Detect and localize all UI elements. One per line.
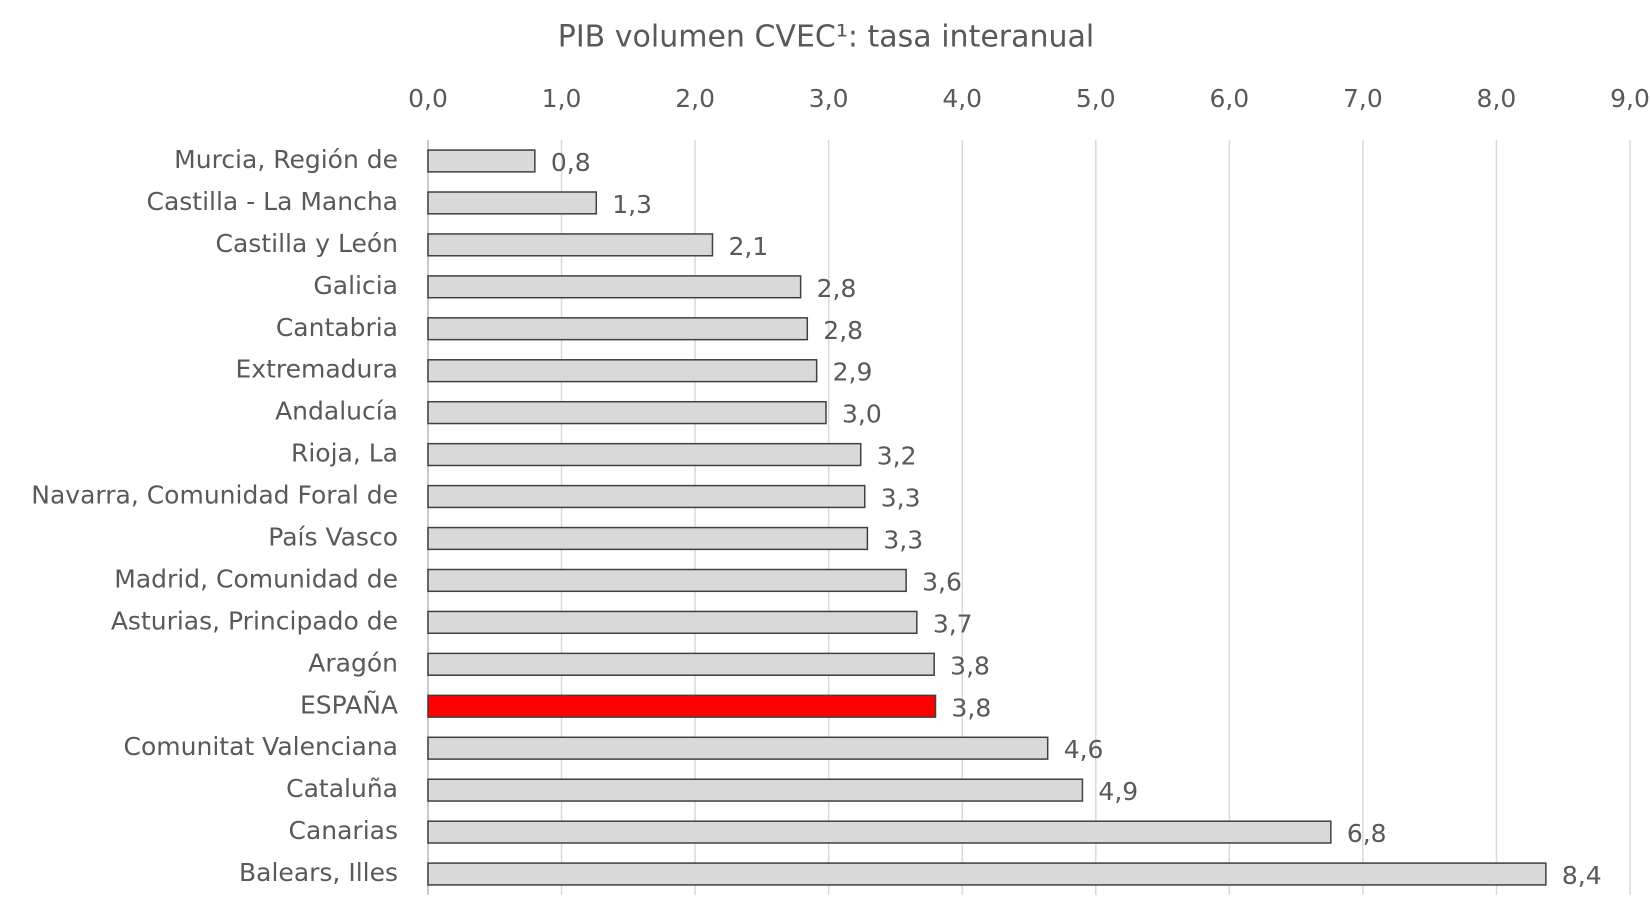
bar	[427, 694, 937, 718]
data-label: 2,8	[823, 316, 863, 345]
data-label: 0,8	[551, 148, 591, 177]
bar	[427, 191, 598, 215]
x-tick-label: 1,0	[542, 84, 582, 113]
x-tick-label: 5,0	[1076, 84, 1116, 113]
data-label: 3,8	[952, 693, 992, 722]
x-tick-label: 4,0	[942, 84, 982, 113]
bar	[427, 149, 536, 173]
y-tick-label: Aragón	[308, 648, 398, 677]
x-tick-label: 9,0	[1610, 84, 1650, 113]
y-tick-label: Galicia	[313, 271, 398, 300]
y-tick-label: Madrid, Comunidad de	[114, 564, 398, 593]
y-tick-label: País Vasco	[268, 522, 398, 551]
data-label: 1,3	[612, 190, 652, 219]
data-label: 3,3	[881, 484, 921, 513]
x-tick-label: 7,0	[1343, 84, 1383, 113]
y-tick-label: Murcia, Región de	[174, 145, 398, 174]
data-label: 4,9	[1098, 777, 1138, 806]
y-tick-label: Comunitat Valenciana	[124, 732, 398, 761]
y-tick-label: Cantabria	[276, 313, 398, 342]
bar	[427, 233, 714, 257]
chart-title: PIB volumen CVEC¹: tasa interanual	[558, 20, 1095, 55]
y-tick-label: Asturias, Principado de	[111, 606, 398, 635]
data-label: 3,7	[933, 609, 973, 638]
data-label: 2,8	[817, 274, 857, 303]
bar	[427, 820, 1332, 844]
y-tick-label: ESPAÑA	[300, 689, 398, 719]
x-tick-label: 0,0	[408, 84, 448, 113]
y-tick-label: Cataluña	[286, 774, 398, 803]
x-tick-label: 8,0	[1477, 84, 1517, 113]
data-label: 3,8	[950, 651, 990, 680]
x-tick-label: 6,0	[1209, 84, 1249, 113]
bar	[427, 736, 1049, 760]
x-tick-label: 3,0	[809, 84, 849, 113]
bar	[427, 400, 827, 425]
y-tick-label: Balears, Illes	[239, 858, 398, 887]
data-label: 3,6	[922, 567, 962, 596]
x-tick-label: 2,0	[675, 84, 715, 113]
data-label: 6,8	[1347, 819, 1387, 848]
bar	[427, 862, 1547, 886]
bar	[427, 317, 809, 341]
data-label: 2,9	[833, 358, 873, 387]
y-tick-label: Canarias	[288, 816, 398, 845]
data-label: 2,1	[728, 232, 768, 261]
bar	[427, 442, 862, 467]
bar	[427, 652, 935, 676]
bar	[427, 359, 818, 383]
y-tick-label: Andalucía	[275, 397, 398, 426]
data-label: 3,3	[883, 525, 923, 554]
data-label: 8,4	[1562, 861, 1602, 890]
bar	[427, 778, 1084, 802]
y-tick-label: Castilla y León	[216, 229, 398, 258]
bar	[427, 275, 802, 299]
bar	[427, 610, 918, 635]
data-label: 3,2	[877, 442, 917, 471]
data-label: 4,6	[1064, 735, 1104, 764]
bar	[427, 484, 866, 509]
y-tick-label: Extremadura	[236, 355, 399, 384]
bar	[427, 526, 869, 551]
bar	[427, 568, 907, 593]
y-tick-label: Navarra, Comunidad Foral de	[31, 481, 398, 510]
y-tick-label: Castilla - La Mancha	[146, 187, 398, 216]
y-tick-label: Rioja, La	[291, 439, 398, 468]
data-label: 3,0	[842, 400, 882, 429]
